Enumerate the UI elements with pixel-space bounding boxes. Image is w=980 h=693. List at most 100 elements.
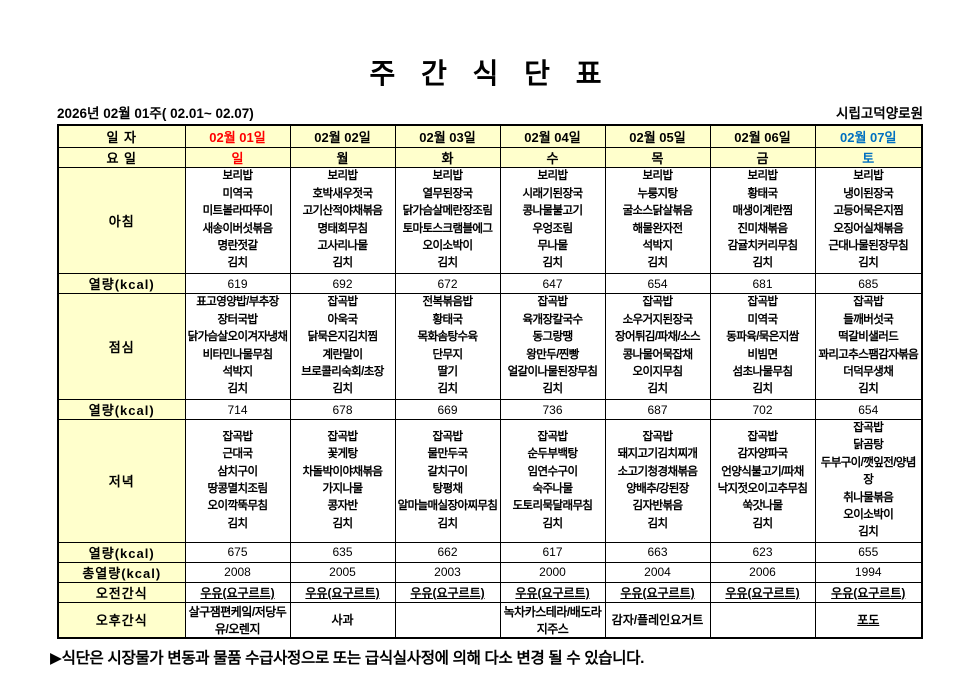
lunch-row-label: 점심 [57,293,186,400]
breakfast-menu-day1: 보리밥 미역국 미트볼라따뚜이 새송이버섯볶음 명란젓갈 김치 [184,167,291,274]
pm-snack-day4: 녹차카스테라/배도라지주스 [499,601,606,639]
lunch-kcal-day5: 687 [604,399,711,420]
breakfast-kcal-row: 열량(kcal) 619 692 672 647 654 681 685 [57,273,923,294]
lunch-kcal-day7: 654 [814,399,923,420]
date-cell-day5: 02월 05일 [604,124,711,148]
lunch-kcal-label: 열량(kcal) [57,399,186,420]
breakfast-menu-day2: 보리밥 호박새우젓국 고기산적야채볶음 명태회무침 고사리나물 김치 [289,167,396,274]
dinner-menu-day4: 잡곡밥 순두부백탕 임연수구이 숙주나물 도토리묵달래무침 김치 [499,419,606,543]
dinner-kcal-day3: 662 [394,541,501,563]
breakfast-menu-day4: 보리밥 시래기된장국 콩나물불고기 우엉조림 무나물 김치 [499,167,606,274]
weekday-cell-day7: 토 [814,147,923,168]
weekday-cell-day5: 목 [604,147,711,168]
lunch-kcal-day3: 669 [394,399,501,420]
dinner-menu-day7: 잡곡밥 닭곰탕 두부구이/깻잎전/양념장 취나물볶음 오이소박이 김치 [814,419,923,543]
lunch-kcal-row: 열량(kcal) 714 678 669 736 687 702 654 [57,399,923,420]
pm-snack-row: 오후간식 살구잼편케잌/저당두유/오렌지 사과 녹차카스테라/배도라지주스 감자… [57,601,923,639]
total-kcal-row: 총열량(kcal) 2008 2005 2003 2000 2004 2006 … [57,561,923,583]
weekday-cell-day3: 화 [394,147,501,168]
date-cell-day6: 02월 06일 [709,124,816,148]
breakfast-kcal-day6: 681 [709,273,816,294]
breakfast-kcal-day4: 647 [499,273,606,294]
am-snack-day2: 우유(요구르트) [289,581,396,603]
am-snack-day1: 우유(요구르트) [184,581,291,603]
lunch-menu-day2: 잡곡밥 아욱국 닭묵은지김치찜 계란말이 브로콜리숙회/초장 김치 [289,293,396,400]
dinner-row-label: 저녁 [57,419,186,543]
total-kcal-day5: 2004 [604,561,711,583]
dinner-kcal-day1: 675 [184,541,291,563]
dinner-menu-day2: 잡곡밥 꽃게탕 차돌박이야채볶음 가지나물 콩자반 김치 [289,419,396,543]
date-cell-day3: 02월 03일 [394,124,501,148]
lunch-menu-day4: 잡곡밥 육개장칼국수 동그랑땡 왕만두/찐빵 얼갈이나물된장무침 김치 [499,293,606,400]
date-cell-day2: 02월 02일 [289,124,396,148]
lunch-kcal-day4: 736 [499,399,606,420]
date-row: 일 자 02월 01일 02월 02일 02월 03일 02월 04일 02월 … [57,124,923,148]
pm-snack-day6 [709,601,816,639]
total-kcal-day7: 1994 [814,561,923,583]
footer-note: ▶식단은 시장물가 변동과 물품 수급사정으로 또는 급식실사정에 의해 다소 … [50,649,645,667]
dinner-kcal-row: 열량(kcal) 675 635 662 617 663 623 655 [57,541,923,563]
dinner-kcal-day6: 623 [709,541,816,563]
date-cell-day1: 02월 01일 [184,124,291,148]
week-label: 2026년 02월 01주( 02.01~ 02.07) [57,106,254,121]
lunch-menu-day5: 잡곡밥 소우거지된장국 장어튀김/파채/소스 콩나물어묵잡채 오이지무침 김치 [604,293,711,400]
subheader: 2026년 02월 01주( 02.01~ 02.07) 시립고덕양로원 [57,102,923,122]
date-cell-day7: 02월 07일 [814,124,923,148]
weekday-row: 요 일 일 월 화 수 목 금 토 [57,147,923,168]
pm-snack-label: 오후간식 [57,601,186,639]
weekday-cell-day1: 일 [184,147,291,168]
lunch-kcal-day6: 702 [709,399,816,420]
dinner-kcal-day5: 663 [604,541,711,563]
breakfast-row: 아침 보리밥 미역국 미트볼라따뚜이 새송이버섯볶음 명란젓갈 김치 보리밥 호… [57,167,923,274]
dinner-kcal-day2: 635 [289,541,396,563]
pm-snack-day1: 살구잼편케잌/저당두유/오렌지 [184,601,291,639]
am-snack-day5: 우유(요구르트) [604,581,711,603]
breakfast-kcal-day1: 619 [184,273,291,294]
weekday-cell-day2: 월 [289,147,396,168]
weekday-cell-day6: 금 [709,147,816,168]
total-kcal-day6: 2006 [709,561,816,583]
dinner-menu-day3: 잡곡밥 물만두국 갈치구이 탕평채 알마늘매실장아찌무침 김치 [394,419,501,543]
pm-snack-day7: 포도 [814,601,923,639]
am-snack-day7: 우유(요구르트) [814,581,923,603]
page-title: 주 간 식 단 표 [369,58,611,89]
date-row-label: 일 자 [57,124,186,148]
pm-snack-day5: 감자/플레인요거트 [604,601,711,639]
pm-snack-day2: 사과 [289,601,396,639]
breakfast-kcal-day2: 692 [289,273,396,294]
weekday-row-label: 요 일 [57,147,186,168]
breakfast-menu-day5: 보리밥 누룽지탕 굴소스닭살볶음 해물완자전 석박지 김치 [604,167,711,274]
lunch-menu-day1: 표고영양밥/부추장 장터국밥 닭가슴살오이겨자냉채 비타민나물무침 석박지 김치 [184,293,291,400]
total-kcal-day3: 2003 [394,561,501,583]
dinner-kcal-day7: 655 [814,541,923,563]
date-cell-day4: 02월 04일 [499,124,606,148]
breakfast-row-label: 아침 [57,167,186,274]
am-snack-day6: 우유(요구르트) [709,581,816,603]
breakfast-kcal-day7: 685 [814,273,923,294]
dinner-menu-day6: 잡곡밥 감자양파국 언양식불고기/파채 낙지젓오이고추무침 쑥갓나물 김치 [709,419,816,543]
dinner-row: 저녁 잡곡밥 근대국 삼치구이 땅콩멸치조림 오이깍뚝무침 김치 잡곡밥 꽃게탕… [57,419,923,543]
lunch-menu-day7: 잡곡밥 들깨버섯국 떡갈비샐러드 꽈리고추스팸감자볶음 더덕무생채 김치 [814,293,923,400]
dinner-menu-day1: 잡곡밥 근대국 삼치구이 땅콩멸치조림 오이깍뚝무침 김치 [184,419,291,543]
breakfast-kcal-day3: 672 [394,273,501,294]
am-snack-day4: 우유(요구르트) [499,581,606,603]
breakfast-kcal-day5: 654 [604,273,711,294]
breakfast-menu-day6: 보리밥 황태국 매생이계란찜 진미채볶음 감귤치커리무침 김치 [709,167,816,274]
breakfast-menu-day7: 보리밥 냉이된장국 고등어묵은지찜 오징어실채볶음 근대나물된장무침 김치 [814,167,923,274]
breakfast-menu-day3: 보리밥 열무된장국 닭가슴살메란장조림 토마토스크램블에그 오이소박이 김치 [394,167,501,274]
org-name: 시립고덕양로원 [836,106,923,121]
lunch-kcal-day2: 678 [289,399,396,420]
pm-snack-day3 [394,601,501,639]
dinner-kcal-day4: 617 [499,541,606,563]
total-kcal-label: 총열량(kcal) [57,561,186,583]
lunch-row: 점심 표고영양밥/부추장 장터국밥 닭가슴살오이겨자냉채 비타민나물무침 석박지… [57,293,923,400]
menu-table: 일 자 02월 01일 02월 02일 02월 03일 02월 04일 02월 … [57,124,923,639]
am-snack-day3: 우유(요구르트) [394,581,501,603]
dinner-kcal-label: 열량(kcal) [57,541,186,563]
dinner-menu-day5: 잡곡밥 돼지고기김치찌개 소고기청경채볶음 양배추/강된장 김자반볶음 김치 [604,419,711,543]
breakfast-kcal-label: 열량(kcal) [57,273,186,294]
lunch-menu-day6: 잡곡밥 미역국 동파육/묵은지쌈 비빔면 섬초나물무침 김치 [709,293,816,400]
lunch-kcal-day1: 714 [184,399,291,420]
weekday-cell-day4: 수 [499,147,606,168]
